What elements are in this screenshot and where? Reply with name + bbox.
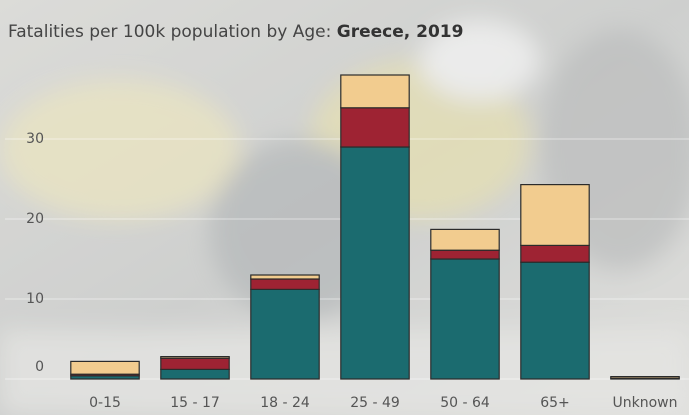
bar-segment xyxy=(250,274,320,280)
y-tick-label: 10 xyxy=(26,291,44,307)
bar-segment xyxy=(250,278,320,290)
x-tick-label: 25 - 49 xyxy=(350,395,400,411)
bar-segment xyxy=(160,368,230,380)
bar-segment xyxy=(160,356,230,359)
x-tick-label: Unknown xyxy=(613,395,678,411)
bar-segment xyxy=(250,288,320,380)
bar-segment xyxy=(430,249,500,260)
x-tick-label: 18 - 24 xyxy=(260,395,310,411)
x-tick-label: 50 - 64 xyxy=(440,395,490,411)
y-tick-label: 20 xyxy=(26,211,44,227)
x-tick-label: 15 - 17 xyxy=(170,395,220,411)
bar-segment xyxy=(340,74,410,109)
x-tick-label: 0-15 xyxy=(89,395,121,411)
bar-segment xyxy=(430,258,500,380)
plot-area: 0 10 20 30 0-15 15 - 17 18 - 24 25 - 49 50 - 64 6… xyxy=(5,74,689,411)
y-tick-label: 0 xyxy=(35,359,44,375)
title-text: Fatalities per 100k population by Age: xyxy=(8,22,331,42)
bar-segment xyxy=(160,357,230,371)
chart-title: Fatalities per 100k population by Age: G… xyxy=(8,22,463,42)
bar-segment xyxy=(430,228,500,251)
x-tick-label: 65+ xyxy=(540,395,570,411)
bar-segment xyxy=(340,146,410,380)
bar-segment xyxy=(520,184,590,247)
y-tick-label: 30 xyxy=(26,131,44,147)
bar-segment xyxy=(340,107,410,148)
bar-segment xyxy=(520,261,590,380)
subtitle-text: Greece, 2019 xyxy=(337,22,464,42)
bar-segment xyxy=(520,244,590,263)
bar-segment xyxy=(70,360,140,375)
bar-segment xyxy=(610,376,680,379)
